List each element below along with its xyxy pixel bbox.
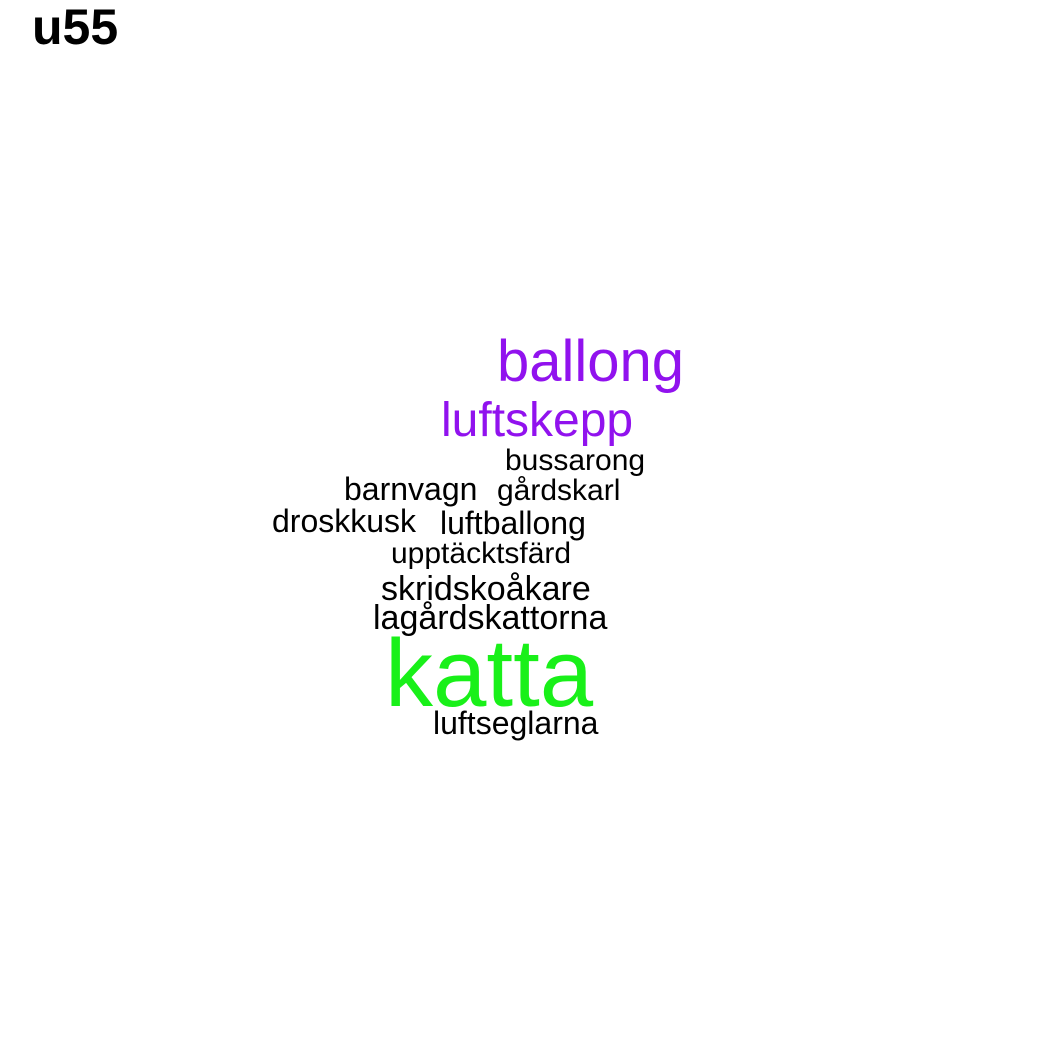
page-title: u55 [32, 0, 119, 55]
word-droskkusk: droskkusk [272, 503, 417, 539]
word-lagardskattorna: lagårdskattorna [373, 599, 608, 637]
word-luftballong: luftballong [440, 505, 586, 541]
word-barnvagn: barnvagn [344, 471, 478, 507]
word-katta: katta [385, 620, 594, 727]
word-gardskarl: gårdskarl [497, 474, 621, 507]
word-upptacktsfard: upptäcktsfärd [391, 537, 572, 570]
word-ballong: ballong [497, 329, 685, 394]
word-luftseglarna: luftseglarna [433, 705, 599, 741]
word-bussarong: bussarong [505, 444, 646, 477]
word-skridskoakare: skridskoåkare [381, 570, 591, 608]
word-luftskepp: luftskepp [441, 394, 634, 447]
